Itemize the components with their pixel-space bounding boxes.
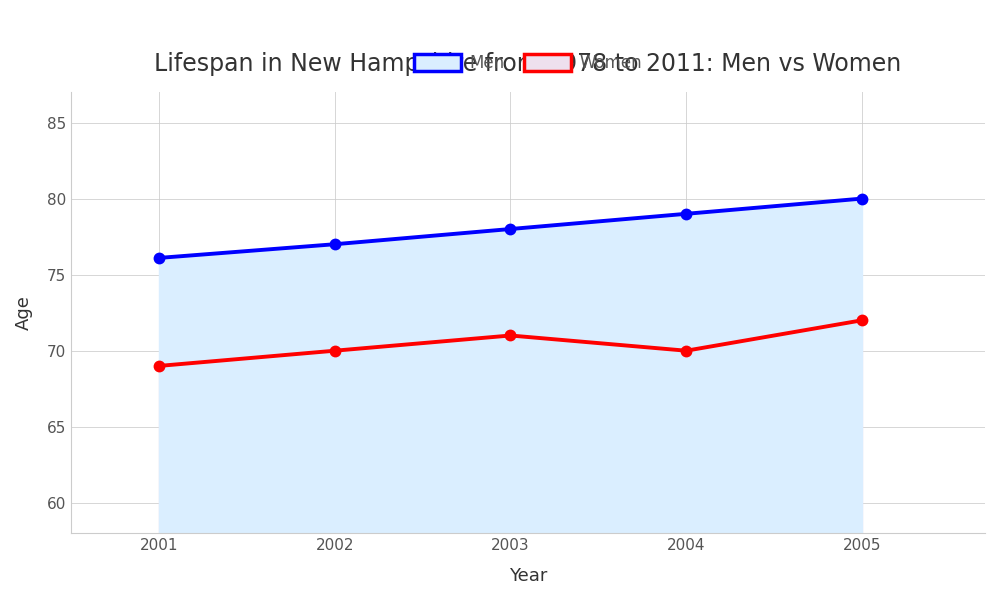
X-axis label: Year: Year [509,567,547,585]
Y-axis label: Age: Age [15,295,33,330]
Title: Lifespan in New Hampshire from 1978 to 2011: Men vs Women: Lifespan in New Hampshire from 1978 to 2… [154,52,902,76]
Legend: Men, Women: Men, Women [408,47,649,79]
